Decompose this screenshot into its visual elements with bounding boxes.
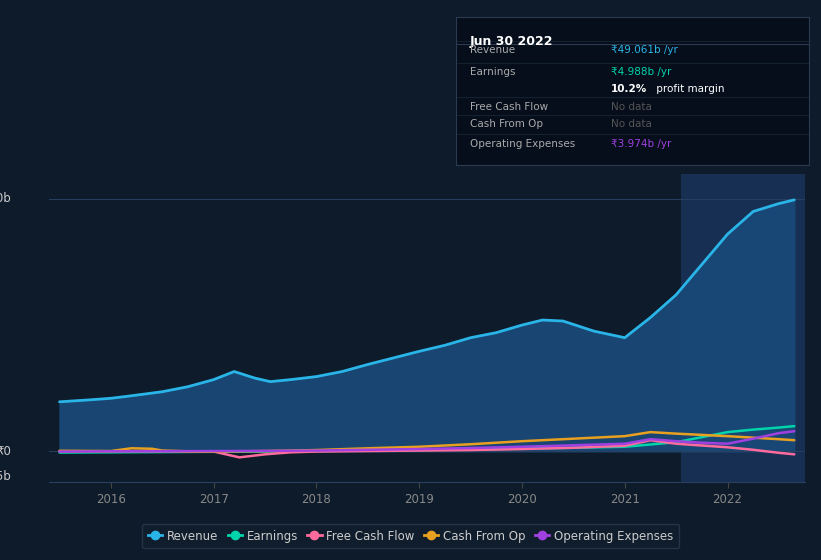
Text: No data: No data: [611, 119, 652, 129]
Text: ₹4.988b /yr: ₹4.988b /yr: [611, 67, 672, 77]
Text: ₹50b: ₹50b: [0, 192, 11, 206]
Text: Free Cash Flow: Free Cash Flow: [470, 101, 548, 111]
Text: Revenue: Revenue: [470, 45, 515, 55]
Text: Operating Expenses: Operating Expenses: [470, 139, 575, 149]
Text: ₹3.974b /yr: ₹3.974b /yr: [611, 139, 672, 149]
Legend: Revenue, Earnings, Free Cash Flow, Cash From Op, Operating Expenses: Revenue, Earnings, Free Cash Flow, Cash …: [142, 524, 679, 548]
Text: Jun 30 2022: Jun 30 2022: [470, 35, 553, 48]
Text: ₹49.061b /yr: ₹49.061b /yr: [611, 45, 678, 55]
Bar: [681, 174, 805, 482]
Text: profit margin: profit margin: [654, 84, 725, 94]
Text: -₹5b: -₹5b: [0, 470, 11, 483]
Text: Cash From Op: Cash From Op: [470, 119, 543, 129]
Text: 10.2%: 10.2%: [611, 84, 647, 94]
Text: Earnings: Earnings: [470, 67, 516, 77]
Text: ₹0: ₹0: [0, 445, 11, 458]
Text: No data: No data: [611, 101, 652, 111]
